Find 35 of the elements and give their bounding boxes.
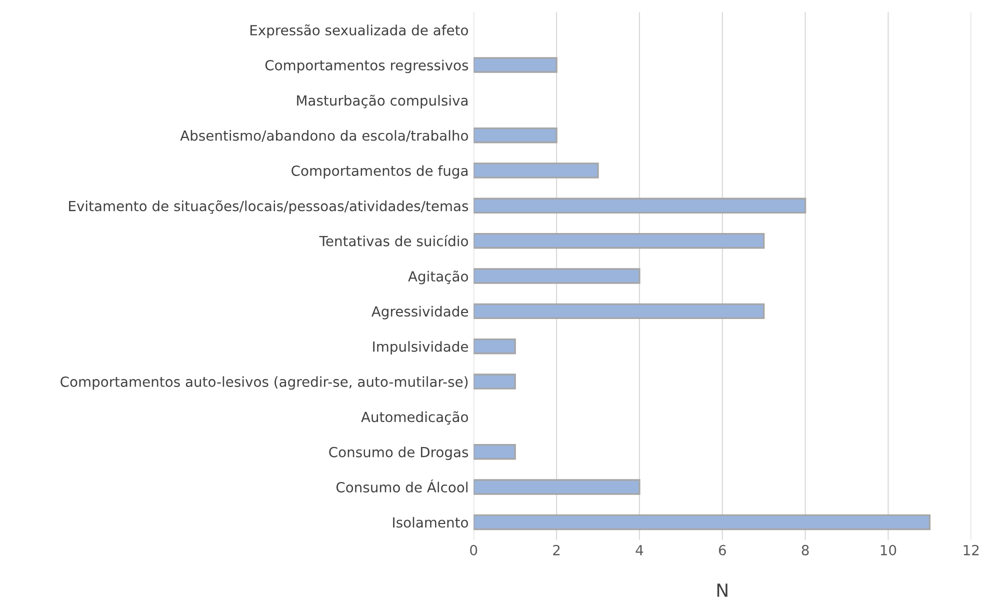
bar — [474, 162, 599, 178]
bar — [474, 514, 930, 530]
y-tick-label: Masturbação compulsiva — [297, 94, 468, 108]
y-tick-label: Comportamentos auto-lesivos (agredir-se, auto-mutilar-se) — [60, 376, 468, 390]
y-tick-label: Isolamento — [393, 516, 468, 528]
x-tick-label: 2 — [553, 544, 560, 556]
y-tick-label: Agitação — [408, 270, 468, 284]
bar — [474, 374, 516, 390]
y-tick-label: Evitamento de situações/locais/pessoas/atividades/temas — [69, 200, 468, 214]
bar — [474, 338, 516, 354]
bar — [474, 232, 765, 249]
bar — [474, 57, 558, 73]
y-tick-label: Tentativas de suicídio — [319, 235, 468, 246]
x-tick-label: 10 — [880, 544, 896, 556]
y-tick-label: Comportamentos de fuga — [292, 165, 468, 179]
y-tick-label: Comportamentos regressivos — [265, 60, 468, 74]
y-tick-label: Consumo de Álcool — [336, 479, 468, 493]
bar — [474, 303, 765, 320]
y-tick-label: Expressão sexualizada de afeto — [250, 24, 468, 38]
y-tick-label: Absentismo/abandono da escola/trabalho — [180, 130, 468, 142]
bar — [474, 268, 640, 284]
y-tick-label: Automedicação — [361, 411, 468, 425]
x-tick-label: 8 — [802, 544, 809, 556]
y-tick-label: Consumo de Drogas — [329, 446, 468, 460]
bar — [474, 198, 806, 214]
x-tick-label: 12 — [964, 544, 979, 556]
bar — [474, 479, 640, 495]
y-tick-label: Impulsividade — [373, 341, 468, 355]
x-tick-label: 4 — [636, 545, 644, 556]
bar — [474, 444, 516, 460]
x-tick-label: 0 — [470, 544, 478, 556]
bar — [474, 127, 558, 144]
x-axis-title: N — [717, 584, 728, 597]
x-tick-label: 6 — [718, 544, 726, 556]
y-tick-label: Agressividade — [372, 306, 468, 320]
